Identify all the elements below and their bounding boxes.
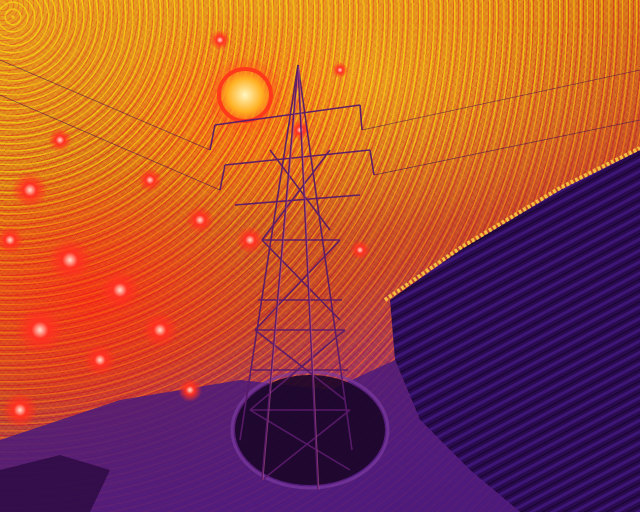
transmission-tower [209,64,375,491]
tower-highlight [262,65,320,491]
power-lines [0,59,640,191]
hot-blobs [0,30,370,428]
cool-ground-left [0,455,110,512]
field-edge-warm [383,146,640,302]
tower-base-shadow [235,375,385,485]
cold-ploughed-field [390,150,640,512]
